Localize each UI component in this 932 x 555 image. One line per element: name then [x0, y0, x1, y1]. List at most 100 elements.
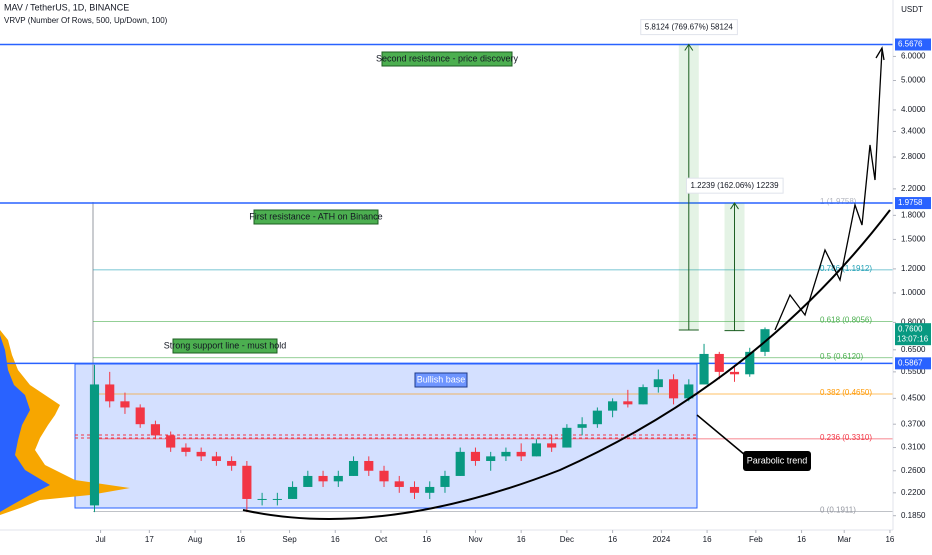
candle-body	[577, 424, 587, 428]
candle-body	[486, 456, 496, 461]
x-tick-label: 16	[422, 535, 431, 544]
x-tick-label: 16	[517, 535, 526, 544]
x-tick-label: 16	[608, 535, 617, 544]
base-box	[74, 363, 698, 509]
y-tick-label: 1.5000	[901, 235, 926, 244]
measure-label: 5.8124 (769.67%) 58124	[645, 23, 734, 32]
x-tick-label: 16	[331, 535, 340, 544]
annotation-box	[381, 51, 513, 67]
x-tick-label: 2024	[652, 535, 670, 544]
x-tick-label: 17	[145, 535, 154, 544]
price-axis	[893, 0, 932, 550]
annotation: Parabolic trend	[747, 455, 808, 465]
candle-body	[684, 384, 694, 399]
last-price-label: 0.7600	[898, 324, 923, 333]
candle-body	[105, 384, 115, 402]
candle-body	[89, 384, 100, 506]
candle-body	[303, 475, 313, 487]
candle-body	[653, 379, 663, 388]
y-tick-label: 5.0000	[901, 76, 926, 85]
x-tick-label: 16	[797, 535, 806, 544]
candle-body	[425, 486, 435, 493]
y-tick-label: 2.2000	[901, 184, 926, 193]
x-tick-label: Sep	[282, 535, 297, 544]
y-tick-label: 6.0000	[901, 52, 926, 61]
candle-body	[348, 460, 359, 476]
y-tick-label: 3.4000	[901, 127, 926, 136]
x-tick-label: 16	[236, 535, 245, 544]
annotation-box	[414, 372, 468, 388]
candle-body	[364, 460, 374, 471]
measure-arrowhead	[684, 43, 694, 51]
candle-body	[196, 451, 206, 457]
candle-body	[272, 498, 282, 500]
candle-body	[181, 447, 191, 452]
annotation-box	[172, 338, 278, 354]
candle-body	[333, 475, 343, 482]
y-tick-label: 0.4500	[901, 393, 926, 402]
candle-body	[745, 351, 755, 375]
annotation: First resistance - ATH on Binance	[249, 211, 382, 221]
x-tick-label: Oct	[375, 535, 388, 544]
candle-body	[714, 353, 724, 372]
measure-arrowhead	[730, 202, 739, 210]
fib-label: 0.236 (0.3310)	[820, 433, 872, 442]
candle-body	[623, 401, 633, 405]
chart-title: MAV / TetherUS, 1D, BINANCE	[4, 2, 129, 12]
candle-body	[440, 475, 450, 487]
y-tick-label: 0.5500	[901, 367, 926, 376]
fib-label: 0.5 (0.6120)	[820, 352, 863, 361]
x-tick-label: Aug	[188, 535, 202, 544]
annotation-box	[253, 209, 379, 225]
y-tick-label: 2.8000	[901, 152, 926, 161]
candle-body	[379, 470, 389, 482]
candle-body	[318, 475, 328, 482]
x-tick-label: 16	[885, 535, 894, 544]
candle-body	[409, 486, 420, 493]
candle-body	[729, 371, 740, 375]
candle-body	[592, 410, 602, 425]
y-tick-label: 0.2600	[901, 466, 926, 475]
x-tick-label: Dec	[560, 535, 574, 544]
fib-label: 0.618 (0.8056)	[820, 316, 872, 325]
candle-body	[501, 451, 511, 457]
candle-body	[668, 379, 679, 399]
last-price-box	[895, 323, 931, 346]
candle-body	[211, 456, 221, 461]
candle-body	[547, 443, 557, 448]
x-tick-label: Mar	[837, 535, 851, 544]
y-tick-label: 1.0000	[901, 288, 926, 297]
price-label: 6.5676	[898, 40, 923, 49]
candle-body	[257, 498, 267, 500]
candle-body	[516, 451, 526, 457]
candle-body	[608, 401, 618, 411]
y-tick-label: 0.8000	[901, 318, 926, 327]
x-tick-label: Feb	[749, 535, 763, 544]
candle-body	[470, 451, 481, 461]
y-tick-label: 0.2200	[901, 488, 926, 497]
measure-label-box	[685, 177, 784, 194]
x-tick-label: 16	[703, 535, 712, 544]
candle-body	[166, 435, 176, 448]
candle-body	[455, 451, 465, 476]
x-tick-label: Jul	[95, 535, 105, 544]
candle-body	[638, 387, 648, 405]
price-label-box	[895, 357, 931, 370]
candle-body	[699, 353, 709, 385]
projection-arrow	[875, 46, 885, 61]
candle-body	[227, 460, 237, 466]
y-tick-label: 1.8000	[901, 210, 926, 219]
price-label: 1.9758	[898, 198, 923, 207]
projection-path	[774, 49, 883, 331]
annotation: Strong support line - must hold	[164, 340, 287, 350]
measure-label: 1.2239 (162.06%) 12239	[690, 181, 779, 190]
y-tick-label: 1.2000	[901, 264, 926, 273]
candle-body	[562, 427, 572, 448]
fib-label: 1 (1.9758)	[820, 197, 857, 206]
candle-body	[135, 407, 145, 425]
price-label-box	[895, 38, 931, 51]
chart-subtitle: VRVP (Number Of Rows, 500, Up/Down, 100)	[4, 16, 168, 25]
fib-label: 0.382 (0.4650)	[820, 388, 872, 397]
